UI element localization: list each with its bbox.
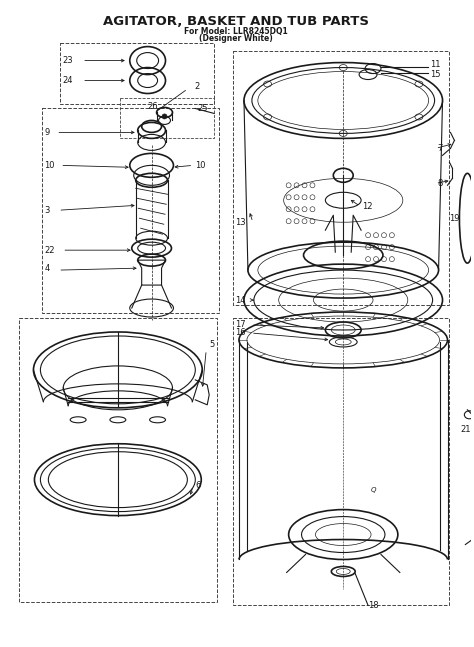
- Text: 10: 10: [195, 161, 206, 170]
- Text: 5: 5: [209, 340, 214, 349]
- Text: 13: 13: [235, 218, 246, 226]
- Bar: [42, 109, 219, 313]
- Text: 26: 26: [147, 102, 158, 111]
- Text: Q: Q: [370, 487, 376, 492]
- Text: 19: 19: [449, 214, 460, 223]
- Text: 17: 17: [235, 320, 246, 329]
- Text: 25: 25: [197, 104, 208, 113]
- Text: 2: 2: [194, 82, 200, 91]
- Text: 11: 11: [429, 60, 440, 69]
- Text: 14: 14: [235, 296, 246, 305]
- Text: 4: 4: [45, 263, 50, 272]
- Text: For Model: LLR8245DQ1: For Model: LLR8245DQ1: [184, 27, 288, 36]
- Text: 6: 6: [195, 481, 201, 490]
- Text: 22: 22: [45, 246, 55, 255]
- Text: 16: 16: [235, 329, 246, 338]
- Text: 3: 3: [45, 206, 50, 215]
- Text: 18: 18: [368, 601, 379, 610]
- Bar: [120, 98, 214, 138]
- Text: 24: 24: [62, 76, 73, 85]
- Circle shape: [162, 114, 167, 119]
- Bar: [60, 43, 214, 104]
- Bar: [233, 318, 449, 606]
- Text: 9: 9: [45, 128, 50, 137]
- Text: 21: 21: [460, 425, 471, 434]
- Text: 7: 7: [438, 144, 443, 153]
- Text: 8: 8: [438, 179, 443, 188]
- Text: 12: 12: [362, 202, 373, 211]
- Text: 10: 10: [45, 161, 55, 170]
- Text: 23: 23: [62, 56, 73, 65]
- Bar: [18, 318, 217, 602]
- Text: 15: 15: [429, 70, 440, 79]
- Bar: [233, 50, 449, 305]
- Text: (Designer White): (Designer White): [199, 34, 273, 43]
- Text: AGITATOR, BASKET AND TUB PARTS: AGITATOR, BASKET AND TUB PARTS: [103, 15, 369, 28]
